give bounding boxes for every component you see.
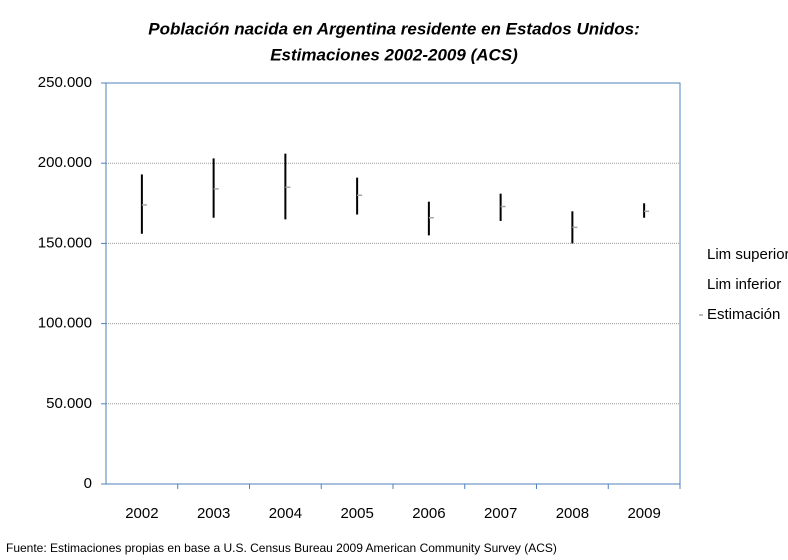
y-tick-label: 100.000 — [38, 315, 92, 332]
source-note: Fuente: Estimaciones propias en base a U… — [6, 541, 557, 555]
legend-label: Lim superior — [707, 246, 788, 263]
x-tick-label: 2006 — [412, 505, 445, 522]
x-tick-label: 2008 — [556, 505, 589, 522]
x-tick-label: 2009 — [627, 505, 660, 522]
x-tick-label: 2005 — [340, 505, 373, 522]
legend-label: Lim inferior — [707, 276, 781, 293]
y-tick-label: 200.000 — [38, 154, 92, 171]
y-tick-label: 150.000 — [38, 234, 92, 251]
chart-title: Población nacida en Argentina residente … — [148, 19, 640, 38]
y-tick-label: 250.000 — [38, 74, 92, 91]
legend-label: Estimación — [707, 306, 780, 323]
x-tick-label: 2002 — [125, 505, 158, 522]
plot-area — [105, 82, 681, 485]
chart-title: Estimaciones 2002-2009 (ACS) — [270, 45, 518, 64]
x-tick-label: 2003 — [197, 505, 230, 522]
x-tick-label: 2004 — [269, 505, 302, 522]
y-tick-label: 0 — [84, 475, 92, 492]
y-tick-label: 50.000 — [46, 395, 92, 412]
x-tick-label: 2007 — [484, 505, 517, 522]
